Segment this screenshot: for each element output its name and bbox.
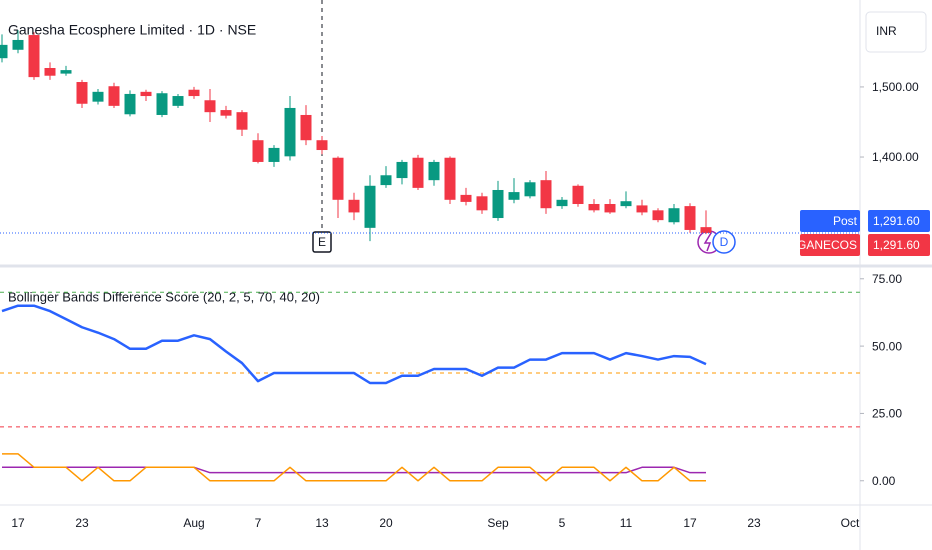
- event-icon[interactable]: E: [318, 235, 326, 249]
- candle-body: [396, 161, 408, 179]
- candle-body: [508, 192, 520, 200]
- dividend-glyph: D: [720, 235, 729, 249]
- candle-body: [460, 194, 472, 202]
- dividend-icon[interactable]: [712, 230, 736, 254]
- candle-body: [124, 93, 136, 115]
- candle-body: [0, 44, 8, 59]
- candle-body: [604, 204, 616, 213]
- x-tick-label: 7: [255, 516, 262, 530]
- y-tick-label: 1,400.00: [872, 150, 919, 164]
- candle-body: [12, 39, 24, 50]
- candle-body: [428, 161, 440, 181]
- split-glyph: [703, 232, 712, 252]
- currency[interactable]: INR: [876, 24, 897, 38]
- y-tick-label: 50.00: [872, 339, 902, 353]
- candle-body: [668, 208, 680, 223]
- price-tag: GANECOS 1,291.60: [797, 234, 930, 257]
- candle-body: [204, 100, 216, 113]
- candle-body: [188, 89, 200, 97]
- x-tick-label: 17: [11, 516, 25, 530]
- candle-body: [700, 227, 712, 234]
- x-tick-label: 23: [75, 516, 89, 530]
- candle-body: [284, 107, 296, 157]
- indicator-line: [2, 466, 706, 474]
- candle-body: [540, 180, 552, 209]
- candle-body: [236, 112, 248, 130]
- price-tag-label-box: [800, 234, 860, 257]
- x-tick-label: 20: [379, 516, 393, 530]
- candle-body: [556, 199, 568, 207]
- candle-body: [492, 189, 504, 219]
- candle-body: [108, 86, 120, 106]
- x-tick-label: 11: [620, 516, 633, 530]
- candle-body: [268, 147, 280, 162]
- price-tag-name: Post: [833, 214, 858, 228]
- candle-body: [684, 206, 696, 230]
- candle-body: [156, 93, 168, 115]
- candle-body: [172, 96, 184, 106]
- candle-body: [76, 82, 88, 104]
- candle-body: [300, 114, 312, 141]
- indicator-line: [2, 453, 706, 482]
- candle-body: [636, 205, 648, 213]
- candle-body: [572, 185, 584, 205]
- candle-body: [60, 70, 72, 74]
- candle-body: [652, 210, 664, 221]
- event-box[interactable]: [312, 231, 332, 253]
- y-tick-label: 1,500.00: [872, 80, 919, 94]
- indicator-line: [1, 304, 707, 385]
- price-tag-value-box: [868, 210, 930, 233]
- price-tag-label-box: [800, 210, 860, 233]
- x-tick-label: 13: [315, 516, 329, 530]
- currency-box[interactable]: [865, 11, 927, 53]
- candle-body: [220, 110, 232, 116]
- x-tick-label: 23: [747, 516, 761, 530]
- candle-body: [28, 35, 40, 78]
- x-tick-label: 17: [683, 516, 697, 530]
- x-tick-label: Oct: [841, 516, 860, 530]
- indicator-title: Bollinger Bands Difference Score (20, 2,…: [8, 289, 320, 304]
- candle-body: [140, 91, 152, 97]
- price-tag-name: GANECOS: [797, 238, 857, 252]
- candle-body: [524, 182, 536, 197]
- x-tick-label: Sep: [487, 516, 509, 530]
- event-marker[interactable]: E: [312, 231, 332, 253]
- candle-body: [364, 185, 376, 228]
- candle-body: [444, 157, 456, 200]
- candle-body: [92, 91, 104, 102]
- chart-title: Ganesha Ecosphere Limited · 1D · NSE: [8, 22, 256, 38]
- y-tick-label: 75.00: [872, 272, 902, 286]
- price-tag-value: 1,291.60: [873, 238, 920, 252]
- candle-body: [252, 140, 264, 162]
- candle-body: [348, 199, 360, 213]
- price-tag: Post 1,291.60: [800, 210, 930, 233]
- candle-body: [44, 68, 56, 76]
- candle-body: [316, 140, 328, 151]
- price-tag-value-box: [868, 234, 930, 257]
- candle-body: [332, 157, 344, 200]
- y-tick-label: 0.00: [872, 474, 896, 488]
- candle-body: [620, 201, 632, 207]
- candle-body: [380, 175, 392, 186]
- candle-body: [476, 196, 488, 211]
- candle-body: [588, 204, 600, 211]
- x-tick-label: 5: [559, 516, 566, 530]
- x-tick-label: Aug: [183, 516, 204, 530]
- price-tag-value: 1,291.60: [873, 214, 920, 228]
- candle-body: [412, 157, 424, 188]
- y-tick-label: 25.00: [872, 407, 902, 421]
